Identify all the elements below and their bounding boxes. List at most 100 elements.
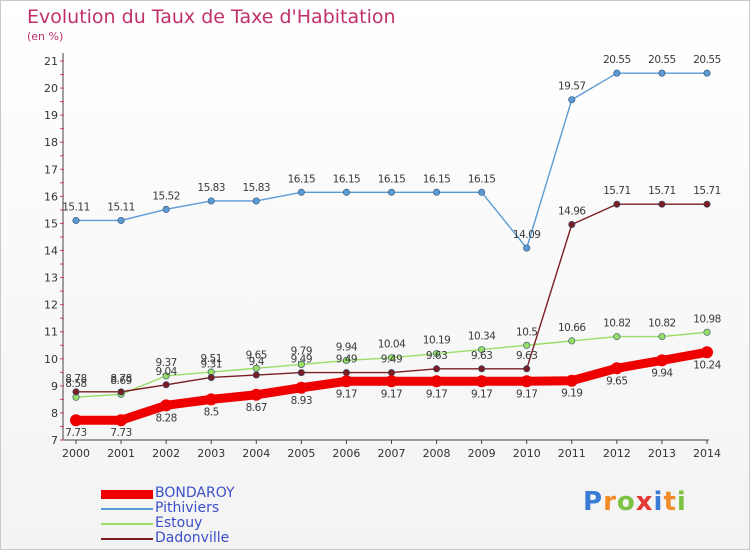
data-label-bondaroy: 9.19 [561,388,582,400]
y-tick-label: 8 [51,407,58,420]
data-label-estouy: 10.98 [693,313,721,325]
data-point-estouy [433,350,441,358]
proxiti-logo: Proxiti [583,487,687,517]
legend-label: Pithiviers [155,500,220,516]
data-point-bondaroy [385,375,398,388]
data-point-estouy [523,341,531,349]
data-point-bondaroy [295,381,308,394]
y-tick-label: 15 [44,217,58,230]
data-label-bondaroy: 8.67 [246,402,267,414]
data-point-pithiviers [297,188,305,196]
data-point-dadonville [387,369,395,377]
data-point-dadonville [72,388,80,396]
data-label-bondaroy: 8.93 [291,395,312,407]
logo-letter: o [616,487,636,517]
y-tick-label: 16 [44,190,58,203]
data-point-estouy [297,360,305,368]
data-point-dadonville [433,365,441,373]
data-point-estouy [162,372,170,380]
legend-label: Dadonville [155,530,230,546]
y-tick-label: 11 [44,326,58,339]
data-point-pithiviers [207,197,215,205]
data-point-bondaroy [115,414,128,427]
data-label-pithiviers: 20.55 [603,54,631,66]
data-point-dadonville [252,371,260,379]
data-label-estouy: 10.82 [648,318,676,330]
data-point-dadonville [523,365,531,373]
data-label-pithiviers: 16.15 [333,173,361,185]
data-label-bondaroy: 8.28 [155,412,176,424]
data-point-bondaroy [430,375,443,388]
logo-letter: t [663,487,677,517]
data-label-pithiviers: 20.55 [648,54,676,66]
x-tick-label: 2003 [197,447,225,460]
data-label-bondaroy: 7.73 [65,427,86,439]
data-label-bondaroy: 8.5 [204,406,219,418]
data-label-pithiviers: 15.52 [152,190,180,202]
logo-letter: x [635,487,654,517]
data-label-estouy: 9.94 [336,341,358,353]
data-label-bondaroy: 9.17 [426,388,447,400]
data-point-estouy [342,356,350,364]
data-point-pithiviers [568,96,576,104]
data-label-dadonville: 14.96 [558,206,586,218]
data-point-estouy [387,354,395,362]
data-label-dadonville: 9.4 [249,356,265,368]
data-point-bondaroy [701,346,713,359]
data-point-estouy [568,337,576,345]
y-tick-label: 10 [44,353,58,366]
data-point-estouy [252,364,260,372]
data-point-pithiviers [658,69,666,77]
data-label-dadonville: 9.31 [201,358,222,370]
data-point-pithiviers [523,244,531,252]
y-tick-label: 14 [44,245,58,258]
data-label-estouy: 10.04 [378,339,406,351]
x-tick-label: 2010 [513,447,541,460]
data-point-pithiviers [703,69,711,77]
data-point-pithiviers [613,69,621,77]
legend-label: Estouy [155,515,203,531]
logo-letter: i [653,487,664,517]
data-point-bondaroy [655,354,668,367]
data-label-estouy: 8.58 [65,378,86,390]
data-point-dadonville [207,373,215,381]
data-label-dadonville: 9.63 [471,350,492,362]
x-tick-label: 2001 [107,447,135,460]
legend-swatch [101,489,153,499]
data-label-estouy: 9.37 [155,357,176,369]
data-point-pithiviers [387,188,395,196]
chart-title: Evolution du Taux de Taxe d'Habitation [27,6,396,28]
data-label-dadonville: 8.78 [110,373,131,385]
data-point-estouy [613,333,621,341]
x-tick-label: 2008 [423,447,451,460]
data-point-pithiviers [117,216,125,224]
data-label-estouy: 8.69 [110,375,131,387]
x-tick-label: 2007 [378,447,406,460]
data-point-dadonville [703,200,711,208]
data-point-pithiviers [72,216,80,224]
data-label-bondaroy: 9.65 [606,375,627,387]
data-point-pithiviers [478,188,486,196]
y-tick-label: 20 [44,82,58,95]
y-tick-label: 13 [44,272,58,285]
data-label-estouy: 10.19 [423,335,451,347]
data-label-pithiviers: 15.83 [197,182,225,194]
data-label-dadonville: 9.63 [516,350,537,362]
x-tick-label: 2011 [558,447,586,460]
data-label-estouy: 9.65 [246,349,267,361]
data-label-dadonville: 8.78 [65,373,86,385]
data-label-dadonville: 9.04 [155,366,177,378]
data-label-estouy: 9.79 [291,345,312,357]
x-tick-label: 2014 [693,447,721,460]
legend-swatch [101,538,153,540]
legend-label: BONDAROY [155,485,235,501]
data-label-pithiviers: 16.15 [468,173,496,185]
data-label-estouy: 10.34 [468,331,496,343]
data-point-dadonville [117,388,125,396]
series-line-pithiviers [75,72,708,249]
y-tick-label: 19 [44,109,58,122]
data-label-pithiviers: 14.09 [513,229,541,241]
data-point-bondaroy [70,414,82,427]
data-label-pithiviers: 16.15 [423,173,451,185]
data-point-bondaroy [475,375,488,388]
